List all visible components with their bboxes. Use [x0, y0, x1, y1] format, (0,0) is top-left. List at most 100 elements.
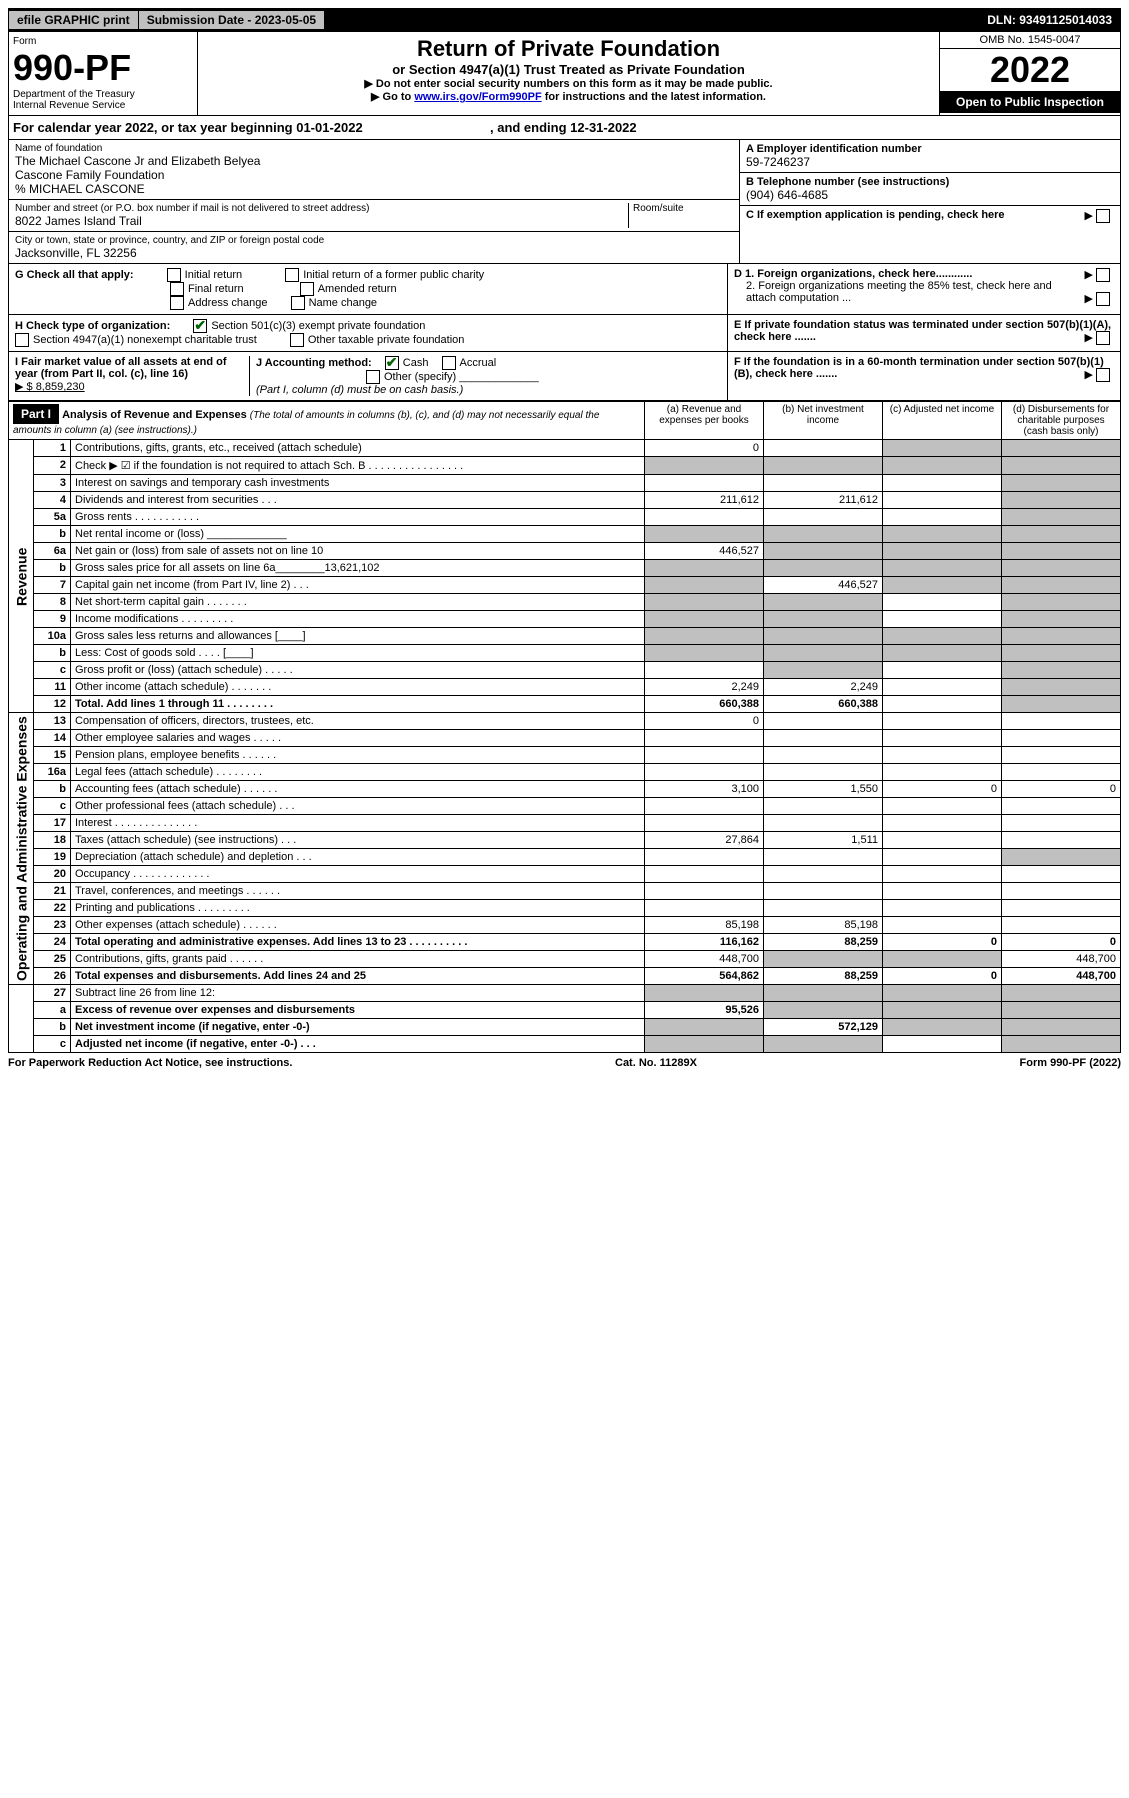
f-checkbox[interactable] [1096, 368, 1110, 382]
g-former-checkbox[interactable] [285, 268, 299, 282]
table-row: 23Other expenses (attach schedule) . . .… [9, 917, 1121, 934]
table-row: 4Dividends and interest from securities … [9, 492, 1121, 509]
line-desc: Other employee salaries and wages . . . … [71, 730, 645, 747]
table-row: cAdjusted net income (if negative, enter… [9, 1036, 1121, 1053]
d1-checkbox[interactable] [1096, 268, 1110, 282]
table-row: 12Total. Add lines 1 through 11 . . . . … [9, 696, 1121, 713]
dln-label: DLN: 93491125014033 [979, 11, 1120, 29]
table-row: aExcess of revenue over expenses and dis… [9, 1002, 1121, 1019]
line-desc: Depreciation (attach schedule) and deple… [71, 849, 645, 866]
h-4947-checkbox[interactable] [15, 333, 29, 347]
table-row: 24Total operating and administrative exp… [9, 934, 1121, 951]
line-number: 27 [34, 985, 71, 1002]
form-subtitle: or Section 4947(a)(1) Trust Treated as P… [202, 62, 935, 77]
line-number: 17 [34, 815, 71, 832]
col-c-header: (c) Adjusted net income [883, 402, 1002, 440]
line-number: 10a [34, 628, 71, 645]
line-desc: Gross profit or (loss) (attach schedule)… [71, 662, 645, 679]
efile-print-button[interactable]: efile GRAPHIC print [9, 11, 139, 29]
table-row: cOther professional fees (attach schedul… [9, 798, 1121, 815]
g-address-checkbox[interactable] [170, 296, 184, 310]
i-label: I Fair market value of all assets at end… [15, 356, 227, 380]
form-label: Form [13, 36, 193, 47]
g-name-checkbox[interactable] [291, 296, 305, 310]
g-amended-checkbox[interactable] [300, 282, 314, 296]
addr-label: Number and street (or P.O. box number if… [15, 203, 628, 214]
foundation-name-2: Cascone Family Foundation [15, 168, 733, 182]
line-number: b [34, 526, 71, 543]
table-row: Operating and Administrative Expenses13C… [9, 713, 1121, 730]
d2-checkbox[interactable] [1096, 292, 1110, 306]
line-desc: Total operating and administrative expen… [71, 934, 645, 951]
col-d-header: (d) Disbursements for charitable purpose… [1002, 402, 1121, 440]
part1-table: Part I Analysis of Revenue and Expenses … [8, 401, 1121, 1053]
h-501c3-checkbox[interactable] [193, 319, 207, 333]
calendar-year-row: For calendar year 2022, or tax year begi… [8, 116, 1121, 140]
dept-label: Department of the Treasury [13, 89, 193, 100]
table-row: bGross sales price for all assets on lin… [9, 560, 1121, 577]
line-desc: Dividends and interest from securities .… [71, 492, 645, 509]
line-desc: Adjusted net income (if negative, enter … [71, 1036, 645, 1053]
line-desc: Subtract line 26 from line 12: [71, 985, 645, 1002]
table-row: 20Occupancy . . . . . . . . . . . . . [9, 866, 1121, 883]
g-initial-checkbox[interactable] [167, 268, 181, 282]
ein-label: A Employer identification number [746, 143, 1114, 155]
line-desc: Travel, conferences, and meetings . . . … [71, 883, 645, 900]
line-number: 5a [34, 509, 71, 526]
form-number: 990-PF [13, 47, 193, 89]
i-value: ▶ $ 8,859,230 [15, 381, 85, 393]
line-number: 25 [34, 951, 71, 968]
ein-value: 59-7246237 [746, 155, 1114, 169]
table-row: 14Other employee salaries and wages . . … [9, 730, 1121, 747]
irs-link[interactable]: www.irs.gov/Form990PF [414, 91, 541, 103]
table-row: 27Subtract line 26 from line 12: [9, 985, 1121, 1002]
line-desc: Contributions, gifts, grants paid . . . … [71, 951, 645, 968]
table-row: 15Pension plans, employee benefits . . .… [9, 747, 1121, 764]
line-desc: Contributions, gifts, grants, etc., rece… [71, 440, 645, 457]
table-row: 26Total expenses and disbursements. Add … [9, 968, 1121, 985]
check-section-ij: I Fair market value of all assets at end… [8, 352, 1121, 401]
e-checkbox[interactable] [1096, 331, 1110, 345]
line-desc: Interest . . . . . . . . . . . . . . [71, 815, 645, 832]
table-row: 25Contributions, gifts, grants paid . . … [9, 951, 1121, 968]
g-final-checkbox[interactable] [170, 282, 184, 296]
table-row: 21Travel, conferences, and meetings . . … [9, 883, 1121, 900]
room-label: Room/suite [633, 203, 733, 214]
open-inspection: Open to Public Inspection [940, 91, 1120, 113]
line-desc: Other income (attach schedule) . . . . .… [71, 679, 645, 696]
line-number: b [34, 781, 71, 798]
submission-date: Submission Date - 2023-05-05 [139, 11, 324, 29]
omb-number: OMB No. 1545-0047 [940, 32, 1120, 49]
table-row: 19Depreciation (attach schedule) and dep… [9, 849, 1121, 866]
part1-title: Analysis of Revenue and Expenses [62, 409, 247, 421]
h-other-checkbox[interactable] [290, 333, 304, 347]
line-number: 22 [34, 900, 71, 917]
j-cash-checkbox[interactable] [385, 356, 399, 370]
arrow-icon: ▶ [1084, 210, 1092, 222]
line-number: 9 [34, 611, 71, 628]
line-desc: Net investment income (if negative, ente… [71, 1019, 645, 1036]
top-header-bar: efile GRAPHIC print Submission Date - 20… [8, 8, 1121, 32]
j-other-checkbox[interactable] [366, 370, 380, 384]
h-label: H Check type of organization: [15, 320, 170, 332]
instr-1: ▶ Do not enter social security numbers o… [202, 77, 935, 90]
line-number: 24 [34, 934, 71, 951]
c-checkbox[interactable] [1096, 209, 1110, 223]
line-number: 8 [34, 594, 71, 611]
line-number: 21 [34, 883, 71, 900]
line-number: c [34, 1036, 71, 1053]
line-number: 19 [34, 849, 71, 866]
table-row: 22Printing and publications . . . . . . … [9, 900, 1121, 917]
line-desc: Income modifications . . . . . . . . . [71, 611, 645, 628]
side-label: Operating and Administrative Expenses [9, 713, 34, 985]
j-accrual-checkbox[interactable] [442, 356, 456, 370]
page-footer: For Paperwork Reduction Act Notice, see … [8, 1053, 1121, 1073]
table-row: 17Interest . . . . . . . . . . . . . . [9, 815, 1121, 832]
col-b-header: (b) Net investment income [764, 402, 883, 440]
table-row: 11Other income (attach schedule) . . . .… [9, 679, 1121, 696]
line-desc: Occupancy . . . . . . . . . . . . . [71, 866, 645, 883]
line-number: b [34, 645, 71, 662]
line-number: b [34, 560, 71, 577]
instr-2: ▶ Go to www.irs.gov/Form990PF for instru… [202, 90, 935, 103]
line-desc: Printing and publications . . . . . . . … [71, 900, 645, 917]
